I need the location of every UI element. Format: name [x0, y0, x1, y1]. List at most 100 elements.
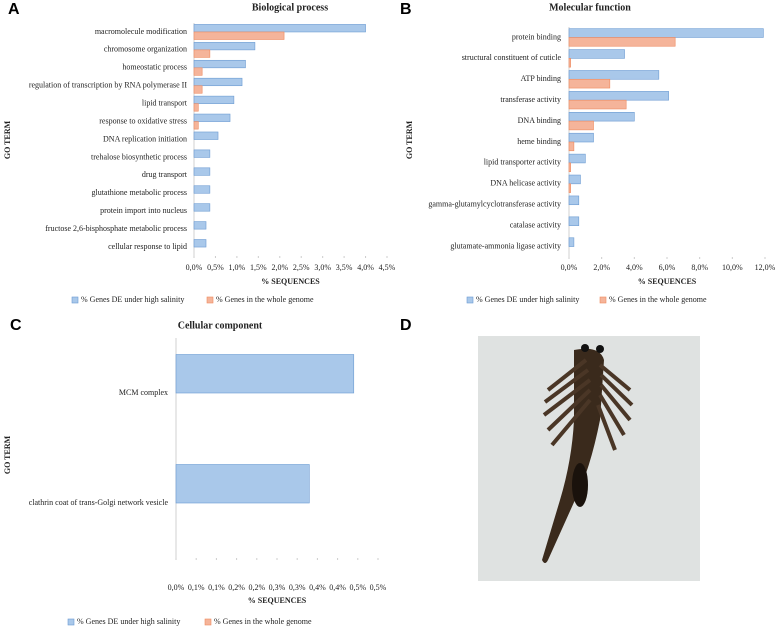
x-tick-label: 0,2%	[228, 583, 245, 592]
chart-title: Biological process	[252, 2, 328, 13]
x-tick-label: 6,0%	[659, 263, 676, 272]
x-tick-label: 1,0%	[229, 263, 246, 272]
category-label: chromosome organization	[104, 45, 187, 54]
legend-label: % Genes DE under high salinity	[476, 295, 579, 304]
bar	[193, 49, 211, 58]
legend-swatch	[67, 618, 75, 626]
bar	[568, 183, 571, 193]
category-label: drug transport	[142, 170, 188, 179]
bar	[193, 121, 199, 130]
bar	[568, 99, 627, 110]
x-tick-label: 0,0%	[561, 263, 578, 272]
bar	[193, 149, 211, 158]
shrimp-eye	[596, 345, 604, 353]
bar	[568, 37, 676, 47]
x-tick-label: 0,1%	[188, 583, 205, 592]
x-tick-label: 8,0%	[691, 263, 708, 272]
x-tick-label: 0,0%	[168, 583, 185, 592]
bar	[193, 24, 366, 33]
bar	[568, 120, 594, 131]
bar	[568, 70, 660, 80]
x-tick-label: 0,4%	[309, 583, 326, 592]
legend-label: % Genes DE under high salinity	[81, 295, 184, 304]
bar	[568, 237, 575, 247]
bar	[193, 185, 211, 194]
x-tick-label: 0,5%	[349, 583, 366, 592]
category-label: homeostatic process	[122, 63, 187, 72]
legend-label: % Genes DE under high salinity	[77, 617, 180, 626]
bar	[568, 153, 586, 164]
category-label: protein import into nucleus	[100, 206, 187, 215]
shrimp-eye	[581, 344, 589, 352]
category-label: lipid transporter activity	[484, 158, 561, 167]
category-label: response to oxidative stress	[99, 116, 187, 125]
legend-swatch	[71, 296, 79, 304]
category-label: transferase activity	[500, 95, 561, 104]
category-label: DNA binding	[518, 116, 561, 125]
bar	[193, 113, 231, 122]
x-tick-label: 10,0%	[722, 263, 743, 272]
bar	[568, 216, 580, 226]
category-label: clathrin coat of trans-Golgi network ves…	[29, 498, 169, 507]
legend-swatch	[204, 618, 212, 626]
bar	[193, 203, 211, 212]
x-tick-label: 0,5%	[207, 263, 224, 272]
shrimp-legs	[542, 358, 634, 451]
bar	[568, 132, 594, 143]
x-tick-label: 2,0%	[593, 263, 610, 272]
x-tick-label: 12,0%	[755, 263, 776, 272]
x-tick-label: 4,0%	[357, 263, 374, 272]
legend-label: % Genes in the whole genome	[214, 617, 312, 626]
category-label: DNA helicase activity	[490, 179, 561, 188]
bar	[193, 77, 243, 87]
category-label: fructose 2,6-bisphosphate metabolic proc…	[45, 224, 187, 233]
panel-letter: A	[8, 1, 20, 18]
category-label: glutamate-ammonia ligase activity	[450, 241, 561, 250]
category-label: gamma-glutamylcyclotransferase activity	[428, 200, 561, 209]
chart-title: Molecular function	[549, 2, 631, 13]
legend-swatch	[206, 296, 214, 304]
y-axis-title: GO TERM	[3, 120, 12, 159]
x-tick-label: 4,0%	[626, 263, 643, 272]
bar	[175, 464, 310, 504]
bar	[193, 103, 199, 112]
category-label: structural constituent of cuticle	[462, 53, 562, 62]
bar	[193, 42, 256, 51]
x-axis-title: % SEQUENCES	[248, 596, 307, 605]
y-axis-title: GO TERM	[3, 435, 12, 474]
legend-swatch	[466, 296, 474, 304]
panel-letter: B	[400, 1, 412, 18]
x-tick-label: 0,1%	[208, 583, 225, 592]
bar	[193, 31, 285, 40]
x-axis-title: % SEQUENCES	[638, 277, 697, 286]
bar	[568, 91, 669, 101]
category-label: protein binding	[512, 32, 561, 41]
x-tick-label: 4,5%	[379, 263, 396, 272]
category-label: catalase activity	[510, 220, 561, 229]
x-tick-label: 0,2%	[248, 583, 265, 592]
y-axis-title: GO TERM	[405, 120, 414, 159]
bar	[193, 221, 207, 230]
bar	[193, 85, 203, 94]
category-label: trehalose biosynthetic process	[91, 152, 187, 161]
category-label: DNA replication initiation	[103, 134, 187, 143]
legend-label: % Genes in the whole genome	[216, 295, 314, 304]
chart-title: Cellular component	[178, 320, 263, 331]
category-label: MCM complex	[119, 388, 168, 397]
x-tick-label: 0,3%	[289, 583, 306, 592]
bar	[568, 28, 764, 38]
x-tick-label: 3,0%	[314, 263, 331, 272]
legend-swatch	[599, 296, 607, 304]
x-tick-label: 0,4%	[329, 583, 346, 592]
x-tick-label: 0,0%	[186, 263, 203, 272]
bar	[568, 112, 635, 122]
x-tick-label: 1,5%	[250, 263, 267, 272]
bar	[568, 49, 625, 59]
x-tick-label: 2,0%	[271, 263, 288, 272]
bar	[193, 167, 211, 176]
category-label: heme binding	[517, 137, 561, 146]
category-label: ATP binding	[521, 74, 561, 83]
bar	[193, 239, 207, 248]
bar	[193, 67, 203, 76]
